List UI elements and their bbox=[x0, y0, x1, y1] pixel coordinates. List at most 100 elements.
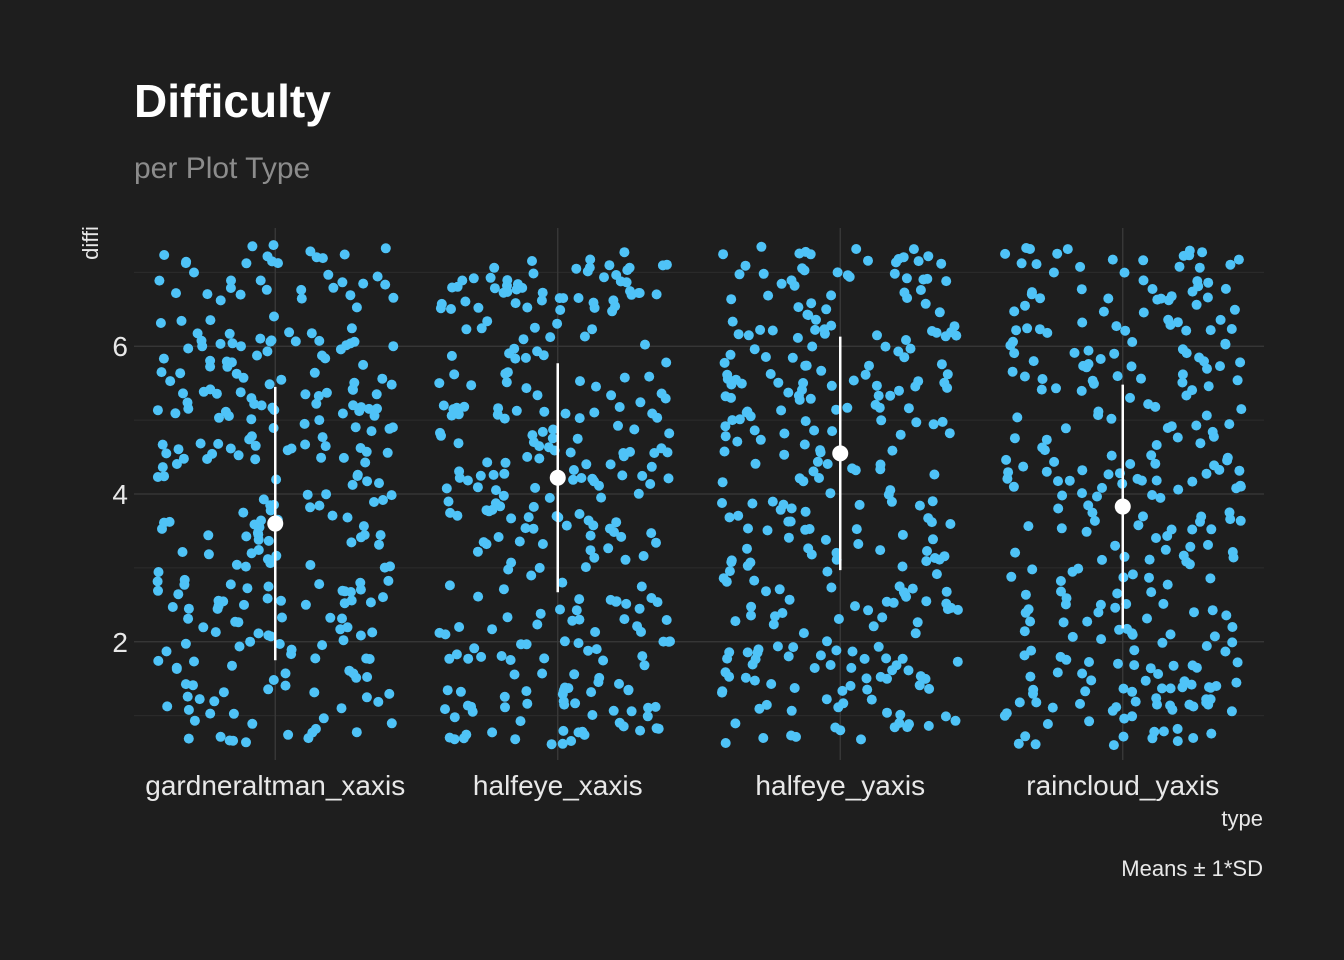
data-point bbox=[870, 399, 881, 410]
data-point bbox=[309, 367, 320, 378]
data-point bbox=[246, 431, 257, 442]
data-point bbox=[634, 288, 645, 298]
data-point bbox=[1147, 733, 1158, 744]
data-point bbox=[826, 320, 837, 331]
data-point bbox=[522, 451, 533, 462]
data-point bbox=[359, 530, 370, 540]
x-tick-label: gardneraltman_xaxis bbox=[145, 770, 405, 801]
data-point bbox=[1232, 657, 1243, 668]
data-point bbox=[165, 376, 176, 387]
data-point bbox=[1028, 684, 1039, 695]
data-point bbox=[453, 438, 464, 449]
data-point bbox=[611, 270, 622, 280]
data-point bbox=[255, 275, 266, 286]
data-point bbox=[742, 647, 753, 658]
data-point bbox=[1201, 641, 1212, 651]
data-point bbox=[213, 438, 224, 449]
data-point bbox=[1203, 381, 1214, 392]
data-point bbox=[1172, 736, 1183, 747]
data-point bbox=[362, 672, 373, 682]
data-point bbox=[1132, 473, 1143, 484]
data-point bbox=[939, 551, 950, 562]
data-point bbox=[1202, 292, 1213, 303]
data-point bbox=[1008, 336, 1018, 347]
data-point bbox=[749, 575, 760, 586]
data-point bbox=[179, 574, 190, 585]
data-point bbox=[1165, 629, 1176, 640]
data-point bbox=[903, 665, 914, 676]
data-point bbox=[362, 476, 373, 487]
data-point bbox=[521, 686, 532, 697]
data-point bbox=[498, 584, 509, 595]
data-point bbox=[798, 378, 809, 388]
data-point bbox=[476, 323, 487, 334]
data-point bbox=[799, 265, 810, 276]
data-point bbox=[1221, 610, 1232, 621]
data-point bbox=[380, 243, 391, 254]
data-point bbox=[1204, 682, 1214, 693]
data-point bbox=[1025, 671, 1036, 682]
data-point bbox=[203, 549, 214, 560]
data-point bbox=[523, 512, 534, 523]
data-point bbox=[783, 387, 794, 398]
data-point bbox=[560, 408, 571, 419]
data-point bbox=[646, 528, 657, 539]
data-point bbox=[238, 507, 249, 518]
data-point bbox=[557, 738, 568, 749]
data-point bbox=[316, 452, 327, 463]
data-point bbox=[579, 331, 590, 342]
data-point bbox=[827, 426, 838, 437]
data-point bbox=[842, 402, 853, 413]
data-point bbox=[591, 381, 601, 392]
data-point bbox=[880, 341, 891, 352]
data-point bbox=[1064, 475, 1075, 486]
x-axis-ticks: gardneraltman_xaxis halfeye_xaxis halfeye_… bbox=[145, 770, 1219, 801]
data-point bbox=[521, 639, 532, 650]
data-point bbox=[276, 595, 286, 606]
data-point bbox=[1053, 503, 1064, 514]
data-point bbox=[1165, 683, 1176, 694]
data-point bbox=[1201, 410, 1212, 421]
data-point bbox=[358, 278, 369, 289]
data-point bbox=[375, 530, 386, 541]
data-point bbox=[227, 338, 238, 349]
data-point bbox=[189, 715, 200, 726]
data-point bbox=[952, 656, 963, 667]
data-point bbox=[724, 671, 735, 682]
data-point bbox=[920, 298, 931, 309]
data-point bbox=[826, 380, 837, 391]
data-point bbox=[462, 475, 473, 486]
data-point bbox=[608, 705, 619, 716]
data-point bbox=[837, 685, 848, 696]
data-point bbox=[280, 680, 291, 691]
data-point bbox=[182, 691, 193, 702]
data-point bbox=[783, 516, 794, 527]
data-point bbox=[821, 694, 832, 705]
data-point bbox=[203, 530, 214, 541]
data-point bbox=[903, 403, 914, 414]
data-point bbox=[1001, 708, 1012, 719]
data-point bbox=[1231, 677, 1242, 688]
data-point bbox=[1215, 314, 1226, 325]
data-point bbox=[651, 289, 662, 300]
data-point bbox=[526, 570, 537, 581]
data-point bbox=[509, 669, 520, 680]
data-point bbox=[902, 293, 913, 303]
data-point bbox=[1060, 423, 1071, 434]
data-point bbox=[913, 256, 924, 267]
data-point bbox=[1220, 283, 1231, 294]
data-point bbox=[233, 450, 244, 461]
data-point bbox=[1075, 698, 1085, 709]
data-point bbox=[159, 250, 170, 260]
data-point bbox=[321, 489, 332, 500]
data-point bbox=[897, 529, 908, 540]
data-point bbox=[1119, 551, 1130, 562]
data-point bbox=[255, 333, 266, 344]
data-point bbox=[459, 401, 470, 412]
data-point bbox=[742, 560, 753, 571]
data-point bbox=[1206, 728, 1217, 739]
data-point bbox=[845, 680, 856, 691]
data-point bbox=[620, 554, 631, 565]
data-point bbox=[263, 581, 274, 592]
data-point bbox=[180, 638, 191, 649]
